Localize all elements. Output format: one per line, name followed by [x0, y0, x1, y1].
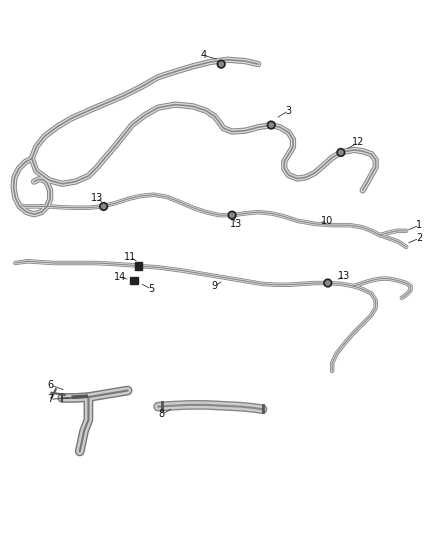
Circle shape — [217, 60, 225, 68]
Circle shape — [228, 211, 236, 219]
Text: 6: 6 — [47, 380, 53, 390]
Circle shape — [230, 213, 234, 217]
Text: 12: 12 — [352, 138, 364, 148]
Text: 7: 7 — [47, 394, 53, 404]
Text: 5: 5 — [148, 284, 155, 294]
Bar — [134, 262, 142, 270]
Text: 13: 13 — [91, 193, 103, 203]
Circle shape — [324, 279, 332, 287]
Text: 3: 3 — [286, 106, 292, 116]
Text: 10: 10 — [321, 216, 333, 226]
Text: 1: 1 — [416, 220, 422, 230]
Text: 4: 4 — [201, 51, 207, 60]
Circle shape — [337, 149, 345, 156]
Text: 2: 2 — [416, 233, 422, 243]
Circle shape — [102, 204, 106, 208]
Circle shape — [219, 62, 223, 66]
Text: 14: 14 — [113, 272, 126, 282]
Circle shape — [339, 150, 343, 155]
Text: 13: 13 — [338, 271, 350, 281]
Circle shape — [100, 203, 108, 211]
Text: 13: 13 — [230, 219, 243, 229]
Circle shape — [267, 121, 275, 129]
Text: 8: 8 — [159, 409, 165, 419]
Circle shape — [325, 281, 330, 285]
Bar — [130, 277, 138, 284]
Text: 11: 11 — [124, 252, 136, 262]
Circle shape — [269, 123, 273, 127]
Text: 9: 9 — [212, 281, 218, 291]
